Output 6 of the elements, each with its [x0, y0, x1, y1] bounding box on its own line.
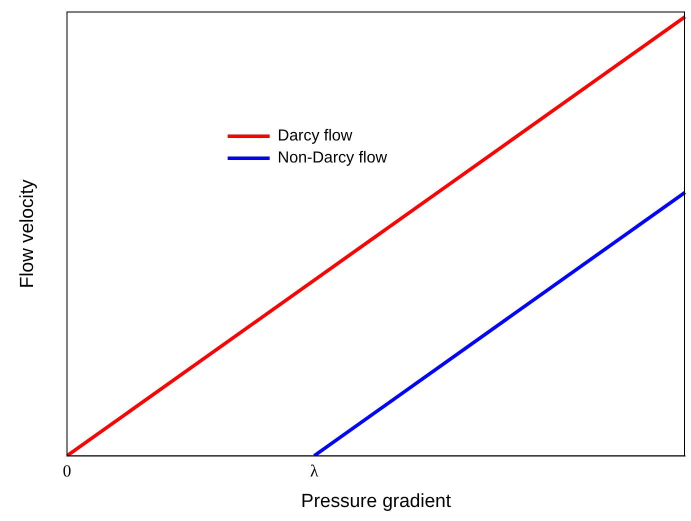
x-tick-label: λ: [310, 461, 320, 480]
y-axis-title: Flow velocity: [17, 179, 38, 288]
legend-label: Darcy flow: [278, 128, 353, 145]
legend-label: Non-Darcy flow: [278, 150, 388, 167]
x-axis-title: Pressure gradient: [301, 490, 452, 512]
x-tick-label: 0: [62, 461, 72, 480]
